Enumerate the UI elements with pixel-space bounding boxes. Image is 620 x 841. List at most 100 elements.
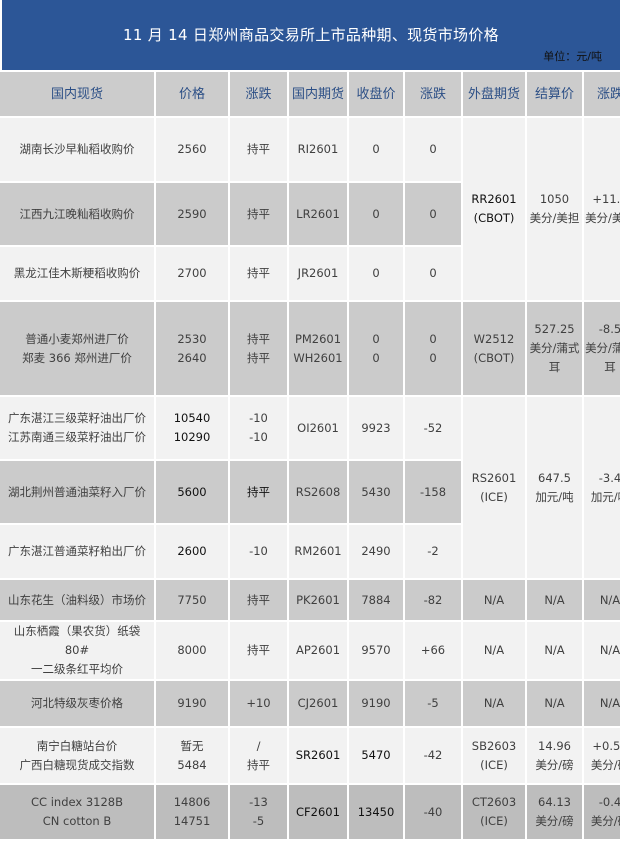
cell-foreign-settle-line: N/A bbox=[544, 696, 565, 710]
cell-change-line: -10 bbox=[249, 411, 268, 425]
unit-label: 单位：元/吨 bbox=[543, 50, 602, 63]
cell-spot-line: 广东湛江三级菜籽油出厂价 bbox=[8, 411, 146, 425]
cell-foreign-change-line: -3.4 bbox=[598, 470, 620, 485]
cell-close-line: 0 bbox=[372, 142, 380, 156]
cell-foreign-settle-line: 美分/美担 bbox=[529, 211, 580, 225]
cell-foreign-contract-line: N/A bbox=[483, 696, 505, 710]
cell-spot: 广东湛江普通菜籽粕出厂价 bbox=[0, 525, 154, 578]
cell-price-line: 2700 bbox=[177, 266, 207, 280]
cell-foreign-change-line: N/A bbox=[599, 643, 620, 657]
cell-price-line: 10290 bbox=[173, 430, 211, 444]
cell-change: 持平 bbox=[230, 247, 287, 300]
cell-fchange-line: -42 bbox=[423, 748, 443, 762]
cell-close: 5470 bbox=[349, 728, 403, 783]
cell-price-line: 2560 bbox=[177, 142, 207, 156]
table-row: CC index 3128B CN cotton B 14806 14751 -13 -5… bbox=[0, 785, 620, 839]
cell-foreign-settle-line: N/A bbox=[544, 643, 565, 657]
cell-foreign-contract-line: (CBOT) bbox=[473, 350, 515, 365]
cell-close-line: 13450 bbox=[357, 804, 395, 819]
cell-close: 0 bbox=[349, 247, 403, 300]
page-title: 11 月 14 日郑州商品交易所上市品种期、现货市场价格 bbox=[123, 26, 499, 44]
cell-fchange-line: +66 bbox=[420, 643, 446, 657]
table-row: 广东湛江普通菜籽粕出厂价 2600 -10 RM2601 2490 -2 bbox=[0, 525, 620, 578]
cell-spot-line: 广东湛江普通菜籽粕出厂价 bbox=[8, 544, 146, 558]
cell-price-line: 2530 bbox=[177, 331, 207, 346]
cell-foreign-contract-line: N/A bbox=[483, 643, 505, 657]
cell-spot-line: 普通小麦郑州进厂价 bbox=[25, 331, 129, 346]
table-row: 黑龙江佳木斯粳稻收购价 2700 持平 JR2601 0 0 bbox=[0, 247, 620, 300]
cell-foreign-contract: RR2601 (CBOT) bbox=[463, 118, 525, 300]
cell-future: SR2601 bbox=[289, 728, 347, 783]
price-table: 国内现货 价格 涨跌 国内期货 收盘价 涨跌 外盘期货 结算价 涨跌 湖南长沙早… bbox=[0, 70, 620, 841]
cell-foreign-contract-line: (ICE) bbox=[480, 814, 508, 828]
cell-fchange: -42 bbox=[405, 728, 461, 783]
cell-future: RM2601 bbox=[289, 525, 347, 578]
cell-fchange-line: 0 bbox=[429, 142, 437, 156]
cell-foreign-settle-line: 美分/磅 bbox=[535, 814, 574, 828]
cell-close: 9570 bbox=[349, 622, 403, 679]
header-future: 国内期货 bbox=[289, 72, 347, 116]
header-spot: 国内现货 bbox=[0, 72, 154, 116]
cell-foreign-change: -8.5 美分/蒲式耳 bbox=[584, 302, 620, 395]
cell-change: -13 -5 bbox=[230, 785, 287, 839]
cell-price: 9190 bbox=[156, 681, 228, 726]
cell-foreign-change: N/A bbox=[584, 681, 620, 726]
cell-change: 持平 bbox=[230, 461, 287, 523]
cell-change: / 持平 bbox=[230, 728, 287, 783]
cell-foreign-change-line: 美分/蒲式耳 bbox=[585, 341, 620, 374]
cell-spot-line: 山东栖霞（果农货）纸袋 80# bbox=[13, 624, 141, 657]
cell-foreign-change-line: +0.52 bbox=[592, 738, 620, 753]
cell-foreign-settle-line: 647.5 bbox=[538, 470, 571, 485]
cell-change: 持平 bbox=[230, 580, 287, 620]
cell-future-line: AP2601 bbox=[295, 643, 341, 657]
cell-foreign-settle-line: 美分/蒲式耳 bbox=[529, 341, 580, 374]
cell-fchange: -40 bbox=[405, 785, 461, 839]
cell-spot-line: 湖北荆州普通油菜籽入厂价 bbox=[8, 484, 146, 499]
cell-spot-line: 河北特级灰枣价格 bbox=[31, 696, 123, 710]
cell-price: 2530 2640 bbox=[156, 302, 228, 395]
cell-fchange-line: 0 bbox=[429, 331, 437, 346]
cell-fchange-line: -2 bbox=[427, 544, 439, 558]
cell-foreign-settle: 527.25 美分/蒲式耳 bbox=[527, 302, 582, 395]
cell-close-line: 9923 bbox=[361, 420, 391, 435]
table-row: 广东湛江三级菜籽油出厂价 江苏南通三级菜籽油出厂价 10540 10290 -10 -10… bbox=[0, 397, 620, 578]
cell-spot: 山东栖霞（果农货）纸袋 80# 一二级条红平均价 bbox=[0, 622, 154, 679]
cell-change-line: 持平 bbox=[247, 331, 270, 346]
cell-spot: 黑龙江佳木斯粳稻收购价 bbox=[0, 247, 154, 300]
cell-foreign-change: N/A bbox=[584, 622, 620, 679]
cell-change-line: 持平 bbox=[247, 643, 270, 657]
cell-foreign-settle: 647.5 加元/吨 bbox=[527, 397, 582, 578]
cell-foreign-change-line: +11.5 bbox=[592, 192, 620, 206]
cell-change-line: 持平 bbox=[247, 757, 270, 772]
cell-change-line: -5 bbox=[252, 814, 265, 828]
cell-foreign-change-line: 美分/磅 bbox=[590, 814, 620, 828]
cell-close-line: 5430 bbox=[361, 484, 391, 499]
table-row: 山东花生（油料级）市场价 7750 持平 PK2601 7884 -82 N/A N/A N/A bbox=[0, 580, 620, 620]
cell-close: 0 bbox=[349, 118, 403, 181]
cell-change-line: 持平 bbox=[247, 266, 270, 280]
cell-spot-line: CN cotton B bbox=[42, 814, 112, 828]
cell-foreign-contract: W2512 (CBOT) bbox=[463, 302, 525, 395]
cell-future: RI2601 bbox=[289, 118, 347, 181]
cell-foreign-settle-line: 527.25 bbox=[534, 322, 575, 336]
cell-change-line: -10 bbox=[249, 544, 268, 558]
cell-fchange-line: 0 bbox=[429, 266, 437, 280]
cell-price: 2590 bbox=[156, 183, 228, 245]
cell-foreign-settle-line: 1050 bbox=[539, 192, 570, 206]
table-body: 湖南长沙早籼稻收购价 2560 持平 RI2601 0 0 RR2601 (CBOT) 1050… bbox=[0, 118, 620, 839]
cell-price-line: 2600 bbox=[177, 544, 207, 558]
cell-close-line: 0 bbox=[372, 350, 380, 365]
cell-price-line: 10540 bbox=[173, 411, 211, 425]
cell-close: 0 bbox=[349, 183, 403, 245]
cell-close: 7884 bbox=[349, 580, 403, 620]
cell-price: 5600 bbox=[156, 461, 228, 523]
cell-close-line: 9570 bbox=[361, 643, 391, 657]
cell-spot: CC index 3128B CN cotton B bbox=[0, 785, 154, 839]
table-row: 普通小麦郑州进厂价 郑麦 366 郑州进厂价 2530 2640 持平 持平 PM2601 W… bbox=[0, 302, 620, 395]
cell-foreign-change: -0.4 美分/磅 bbox=[584, 785, 620, 839]
cell-foreign-contract-line: CT2603 bbox=[471, 795, 517, 809]
cell-change: 持平 bbox=[230, 183, 287, 245]
cell-foreign-change: N/A bbox=[584, 580, 620, 620]
